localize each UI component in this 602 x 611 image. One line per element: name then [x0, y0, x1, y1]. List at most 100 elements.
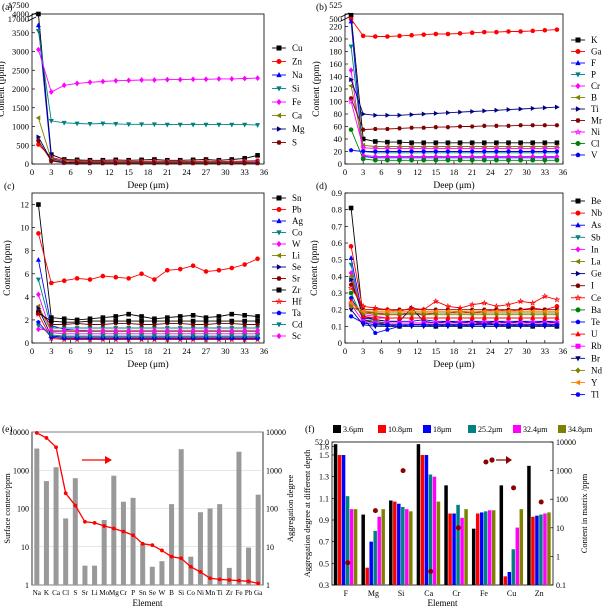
x-tick-label: 12 [105, 167, 114, 177]
data-point-mn [398, 127, 402, 131]
legend-label-sb: Sb [591, 232, 601, 242]
legend-label-zn: Zn [292, 57, 302, 67]
bar-ca [54, 467, 59, 585]
x-tick-label: Ca [424, 589, 433, 598]
bar-pb [246, 548, 251, 585]
x-tick-label: 24 [182, 167, 191, 177]
series-fe [36, 47, 259, 94]
data-point-fe [256, 76, 260, 81]
data-point-ga [410, 33, 414, 37]
data-point-zr [191, 319, 195, 323]
series-line-se [38, 308, 257, 337]
x-tick-label: Mn [205, 589, 215, 597]
legend-marker-mg [277, 127, 281, 131]
y-right-tick-label: 10 [556, 524, 564, 533]
x-tick-label: 9 [88, 346, 92, 356]
data-point-k [543, 141, 547, 145]
x-tick-label: 12 [413, 167, 422, 177]
data-point-ti [519, 107, 523, 111]
data-point-fe [217, 77, 221, 82]
x-tick-label: 0 [30, 167, 34, 177]
data-point-tl [398, 323, 402, 327]
x-tick-label: W [159, 589, 166, 597]
data-point-k [458, 141, 462, 145]
y-tick-label: 200 [329, 34, 342, 44]
aggregation-point [189, 565, 193, 569]
data-point-k [507, 141, 511, 145]
y-tick-label: 3500 [12, 28, 29, 38]
data-point-zr [62, 320, 66, 324]
data-point-k [446, 141, 450, 145]
data-point-tl [434, 323, 438, 327]
y-right-tick-label: 100 [266, 505, 278, 514]
x-tick-label: 33 [541, 167, 550, 177]
series-line-cl [351, 130, 557, 161]
bar-si-3-6-m [389, 501, 393, 586]
y-tick-label: 1.3 [319, 473, 329, 482]
aggregation-point [199, 570, 203, 574]
data-point-fe [75, 81, 79, 86]
bar-fe [236, 452, 241, 585]
legend-marker-fe [277, 99, 281, 104]
x-tick-label: Pb [245, 589, 253, 597]
data-point-mn [494, 124, 498, 128]
data-point-ga [470, 31, 474, 35]
data-point-tl [543, 323, 547, 327]
legend-label-mn: Mn [591, 116, 602, 126]
aggregation-point [112, 527, 116, 531]
data-point-zr [256, 319, 260, 323]
data-point-k [410, 141, 414, 145]
data-point-ga [361, 34, 365, 38]
data-point-sn [36, 203, 40, 207]
plot-frame [345, 193, 563, 343]
figure: 0 3 6 9 12 15 18 21 24 27 30 33 36050010001500200025… [0, 0, 602, 611]
data-point-pb [165, 268, 169, 272]
x-axis-label: Element [428, 598, 458, 608]
y-right-axis-label: Aggregation degree [285, 475, 295, 542]
legend-label-s: S [292, 138, 297, 148]
data-point-be [349, 206, 353, 210]
data-point-pb [217, 268, 221, 272]
x-tick-label: 12 [105, 346, 114, 356]
panel-label: (f) [305, 424, 315, 435]
data-point-k [519, 141, 523, 145]
data-point-cl [361, 157, 365, 161]
data-point-sn [140, 314, 144, 318]
series-cr [349, 68, 559, 159]
legend-marker-ti [576, 107, 580, 111]
x-tick-label: Sn [139, 589, 147, 597]
x-tick-label: 21 [163, 346, 172, 356]
data-point-zr [101, 319, 105, 323]
x-tick-label: 27 [504, 167, 513, 177]
data-point-k [470, 141, 474, 145]
x-tick-label: 6 [69, 346, 73, 356]
x-tick-label: P [131, 589, 135, 597]
data-point-ag [36, 258, 40, 262]
legend-label-10-8-m: 10.8μm [388, 425, 413, 434]
data-point-zr [152, 319, 156, 323]
series-mn [349, 97, 559, 132]
legend-label-f: F [591, 58, 596, 68]
data-point-pb [178, 267, 182, 271]
bar-cu-18-m [508, 572, 512, 585]
series-p [349, 45, 559, 155]
bar-f-34-8-m [354, 509, 358, 585]
legend-swatch-10-8-m [378, 425, 386, 433]
y-axis-label: Surface content/ppm [2, 473, 12, 544]
y-tick-label: 0.3 [331, 288, 342, 298]
data-point-cl [555, 158, 559, 162]
y-tick-label: 0.5 [331, 255, 342, 265]
legend-label-pb: Pb [292, 205, 302, 215]
aggregation-point [122, 530, 126, 534]
bar-mg-34-8-m [381, 509, 385, 585]
y-tick-label: 52.0 [315, 438, 329, 447]
data-point-ti [531, 106, 535, 110]
y-tick-label: 180 [329, 47, 342, 57]
data-point-k [494, 141, 498, 145]
series-f [349, 19, 559, 159]
bar-si [179, 449, 184, 585]
x-tick-label: 24 [182, 346, 191, 356]
legend-marker-se [277, 265, 281, 269]
series-line-ba [351, 293, 557, 323]
series-pb [36, 231, 259, 285]
